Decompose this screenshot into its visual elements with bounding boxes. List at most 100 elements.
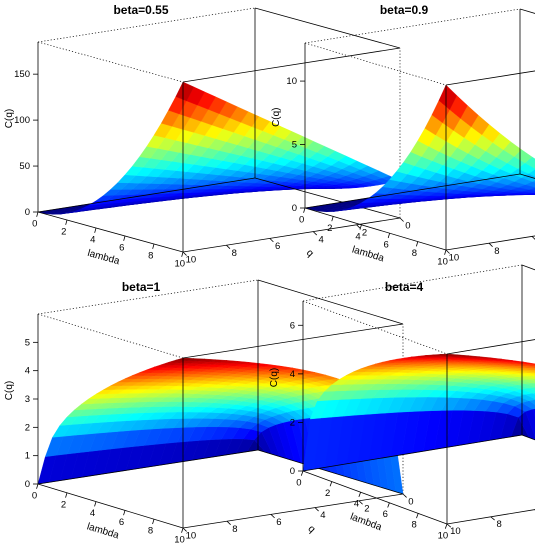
y-tick-mark xyxy=(489,243,493,246)
x-tick-label: 0 xyxy=(32,219,37,230)
x-tick-label: 6 xyxy=(383,509,388,520)
z-tick-label: 5 xyxy=(25,337,30,348)
y-tick-label: 10 xyxy=(186,255,197,266)
y-tick-label: 8 xyxy=(232,248,237,259)
z-tick-label: 100 xyxy=(14,115,30,126)
z-tick-label: 2 xyxy=(25,422,30,433)
x-tick-label: 4 xyxy=(355,231,360,242)
box-hidden-edge xyxy=(305,43,446,85)
box-edge xyxy=(520,9,535,51)
x-tick-label: 4 xyxy=(90,235,95,246)
x-tick-mark xyxy=(37,212,38,217)
x-axis-label: lambda xyxy=(349,512,384,534)
x-tick-mark xyxy=(388,503,390,508)
x-tick-mark xyxy=(95,228,96,233)
z-tick-label: 3 xyxy=(25,394,30,405)
z-tick-label: 50 xyxy=(19,161,30,172)
box-hidden-edge xyxy=(303,301,447,354)
y-tick-mark xyxy=(491,517,495,520)
x-tick-label: 10 xyxy=(437,257,448,268)
x-tick-label: 2 xyxy=(61,499,66,510)
y-tick-label: 4 xyxy=(318,234,323,245)
z-axis-label: C(q) xyxy=(271,107,282,126)
x-tick-mark xyxy=(416,513,418,518)
z-tick-label: 0 xyxy=(290,466,295,477)
box-edge xyxy=(522,265,535,318)
surface xyxy=(38,82,400,214)
z-tick-label: 0 xyxy=(25,479,30,490)
y-tick-label: 6 xyxy=(275,241,280,252)
panel-title: beta=0.9 xyxy=(380,3,429,17)
y-axis-label: q xyxy=(304,248,316,260)
box-edge xyxy=(258,280,403,324)
x-tick-mark xyxy=(124,236,125,241)
x-tick-label: 2 xyxy=(61,227,66,238)
y-tick-label: 8 xyxy=(232,524,237,535)
y-tick-mark xyxy=(400,218,404,221)
z-tick-label: 4 xyxy=(290,369,295,380)
y-tick-label: 2 xyxy=(362,228,367,239)
z-tick-label: 6 xyxy=(290,320,295,331)
z-tick-label: 4 xyxy=(25,366,30,377)
z-tick-label: 0 xyxy=(25,207,30,218)
x-tick-label: 10 xyxy=(438,530,449,541)
x-tick-label: 6 xyxy=(384,240,389,251)
y-tick-mark xyxy=(227,521,231,524)
x-tick-mark xyxy=(388,233,389,238)
x-tick-mark xyxy=(445,250,446,255)
y-tick-label: 4 xyxy=(320,510,325,521)
panel-title: beta=0.55 xyxy=(113,3,168,17)
box-hidden-edge xyxy=(38,42,183,82)
y-tick-mark xyxy=(226,245,230,248)
surface xyxy=(305,85,535,212)
y-tick-mark xyxy=(271,514,275,517)
box-hidden-edge xyxy=(38,314,183,358)
box-edge xyxy=(446,51,535,85)
x-tick-mark xyxy=(95,502,96,507)
x-tick-mark xyxy=(182,528,183,533)
x-tick-label: 10 xyxy=(175,259,186,270)
x-tick-mark xyxy=(445,524,447,529)
y-tick-mark xyxy=(357,225,361,228)
z-axis-label: C(q) xyxy=(4,381,15,400)
x-tick-mark xyxy=(66,220,67,225)
x-tick-label: 0 xyxy=(299,215,304,226)
y-tick-mark xyxy=(313,232,317,235)
x-tick-label: 10 xyxy=(174,535,185,546)
x-tick-label: 2 xyxy=(327,223,332,234)
y-tick-label: 10 xyxy=(449,253,460,264)
x-axis-label: lambda xyxy=(86,248,121,267)
x-tick-mark xyxy=(124,510,125,515)
y-tick-mark xyxy=(270,238,274,241)
x-tick-mark xyxy=(153,519,154,524)
x-tick-label: 0 xyxy=(296,477,301,488)
y-tick-label: 8 xyxy=(494,246,499,257)
x-tick-label: 8 xyxy=(148,526,153,537)
y-tick-label: 0 xyxy=(405,221,410,232)
x-tick-mark xyxy=(332,216,333,221)
y-tick-label: 10 xyxy=(186,531,197,542)
x-tick-label: 8 xyxy=(148,251,153,262)
z-tick-label: 5 xyxy=(292,140,297,151)
x-tick-mark xyxy=(416,242,417,247)
z-tick-label: 2 xyxy=(290,417,295,428)
box-edge xyxy=(38,212,183,252)
x-tick-label: 6 xyxy=(119,243,124,254)
box-edge xyxy=(255,8,400,48)
box-edge xyxy=(522,435,535,488)
x-tick-mark xyxy=(301,471,303,476)
x-tick-mark xyxy=(304,208,305,213)
x-tick-label: 8 xyxy=(411,520,416,531)
x-tick-label: 4 xyxy=(90,508,95,519)
box-edge xyxy=(38,484,183,528)
x-tick-label: 2 xyxy=(325,488,330,499)
y-tick-label: 0 xyxy=(408,497,413,508)
box-edge xyxy=(305,208,446,250)
y-tick-label: 10 xyxy=(450,526,461,537)
x-axis-label: lambda xyxy=(86,521,121,541)
x-tick-mark xyxy=(182,252,183,257)
y-tick-label: 6 xyxy=(276,517,281,528)
